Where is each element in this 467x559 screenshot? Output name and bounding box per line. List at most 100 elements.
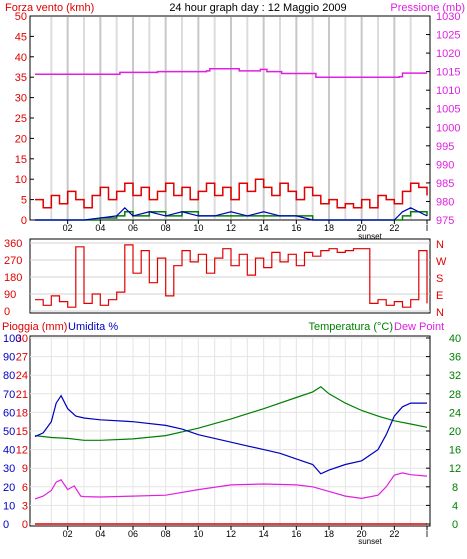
rain-tick-label: 21	[16, 389, 28, 401]
humidity-tick-label: 80	[3, 370, 15, 382]
wind-axis-title: Forza vento (kmh)	[5, 2, 94, 14]
temperature-tick-label: 36	[449, 352, 461, 364]
humidity-y-axis-ticks: 0 10 20 30 40 50 60 70 80 90 100	[3, 333, 21, 531]
rain-tick-label: 3	[22, 500, 28, 512]
wind-tick-label: 25	[15, 113, 27, 125]
temperature-axis-title: Temperatura (°C)	[309, 321, 393, 333]
hour-tick-label: 02	[63, 223, 73, 233]
pressure-tick-label: 975	[436, 215, 454, 227]
hour-tick-label: 18	[324, 223, 334, 233]
humidity-tick-label: 90	[3, 352, 15, 364]
wind-tick-label: 40	[15, 52, 27, 64]
humidity-tick-label: 60	[3, 407, 15, 419]
dewpoint-axis-title: Dew Point	[394, 321, 444, 333]
wind-y-axis-ticks: 0 5 10 15 20 25 30 35 40 45 50	[15, 11, 34, 227]
pressure-tick-label: 1010	[436, 85, 460, 97]
wind-tick-label: 0	[21, 215, 27, 227]
wind-tick-label: 15	[15, 154, 27, 166]
temperature-tick-label: 32	[449, 370, 461, 382]
temperature-gridlines	[30, 337, 430, 525]
wind-tick-label: 45	[15, 31, 27, 43]
temperature-tick-label: 16	[449, 445, 461, 457]
humidity-tick-label: 40	[3, 445, 15, 457]
pressure-y-axis-ticks: 975 980 985 990 995 1000 1005 1010 1015 1020 1025 1…	[426, 11, 460, 227]
temperature-y-axis-ticks: 0 4 8 12 16 20 24 28 32 36 40	[426, 333, 461, 531]
humidity-tick-label: 0	[3, 519, 9, 531]
compass-label: N	[436, 307, 444, 319]
wind-tick-label: 35	[15, 72, 27, 84]
humidity-line	[34, 394, 427, 475]
rain-tick-label: 0	[22, 519, 28, 531]
hour-tick-label: 04	[95, 223, 105, 233]
compass-label: W	[436, 256, 447, 268]
hour-tick-label: 08	[161, 223, 171, 233]
pressure-tick-label: 980	[436, 196, 454, 208]
wind-tick-label: 30	[15, 93, 27, 105]
hour-tick-label: 08	[161, 529, 171, 539]
direction-line	[35, 244, 428, 308]
temperature-tick-label: 4	[452, 500, 458, 512]
hour-tick-label: 06	[128, 223, 138, 233]
temperature-x-axis-ticks: 02 04 06 08 10 12 14 16 18 20 22 I	[63, 526, 429, 539]
wind-speed-line	[35, 206, 428, 221]
wind-tick-label: 20	[15, 133, 27, 145]
hour-tick-label: 20	[357, 223, 367, 233]
rain-tick-label: 12	[16, 445, 28, 457]
pressure-line	[35, 67, 427, 78]
hour-tick-label: 20	[357, 529, 367, 539]
humidity-tick-label: 20	[3, 482, 15, 494]
pressure-tick-label: 985	[436, 178, 454, 190]
hour-tick-label: 02	[63, 529, 73, 539]
direction-degree-ticks: 0 90 180 270 360	[4, 238, 22, 318]
gust-line	[35, 178, 428, 209]
humidity-tick-label: 10	[3, 500, 15, 512]
rain-tick-label: 30	[16, 333, 28, 345]
rain-tick-label: 27	[16, 352, 28, 364]
direction-degree-label: 0	[4, 306, 10, 318]
direction-series	[35, 244, 428, 308]
pressure-tick-label: 1020	[436, 48, 460, 60]
temperature-series	[34, 386, 428, 525]
compass-label: S	[436, 273, 443, 285]
humidity-tick-label: 50	[3, 426, 15, 438]
temperature-tick-label: 8	[452, 482, 458, 494]
temperature-tick-label: 24	[449, 407, 461, 419]
hour-tick-label: I	[426, 529, 429, 539]
pressure-tick-label: 990	[436, 159, 454, 171]
rain-axis-title: Pioggia (mm)	[2, 321, 67, 333]
hour-tick-label: 22	[389, 529, 399, 539]
temperature-tick-label: 40	[449, 333, 461, 345]
wind-gridlines	[50, 17, 412, 219]
hour-tick-label: 16	[291, 223, 301, 233]
pressure-axis-title: Pressione (mb)	[390, 2, 465, 14]
rain-tick-label: 6	[22, 482, 28, 494]
rain-y-axis-ticks: 0 3 6 9 12 15 18 21 24 27 30	[16, 333, 28, 531]
humidity-tick-label: 30	[3, 463, 15, 475]
compass-label: E	[436, 290, 443, 302]
rain-tick-label: 18	[16, 407, 28, 419]
wind-x-axis-ticks: 02 04 06 08 10 12 14 16 18 20 22 I	[63, 220, 428, 233]
pressure-tick-label: 1025	[436, 30, 460, 42]
direction-plot-area	[29, 238, 431, 314]
dew-point-line	[34, 472, 428, 500]
hour-tick-label: 16	[291, 529, 301, 539]
temperature-tick-label: 12	[449, 463, 461, 475]
temperature-tick-label: 0	[452, 519, 458, 531]
wind-tick-label: 10	[15, 174, 27, 186]
pressure-tick-label: 1005	[436, 104, 460, 116]
hour-tick-label: 22	[389, 223, 399, 233]
direction-degree-label: 270	[4, 255, 22, 267]
pressure-tick-label: 1030	[436, 11, 460, 23]
direction-degree-label: 180	[4, 272, 22, 284]
pressure-tick-label: 995	[436, 141, 454, 153]
direction-degree-label: 360	[4, 238, 22, 250]
hour-tick-label: 06	[128, 529, 138, 539]
rain-tick-label: 15	[16, 426, 28, 438]
humidity-tick-label: 70	[3, 389, 15, 401]
compass-label: N	[436, 239, 444, 251]
